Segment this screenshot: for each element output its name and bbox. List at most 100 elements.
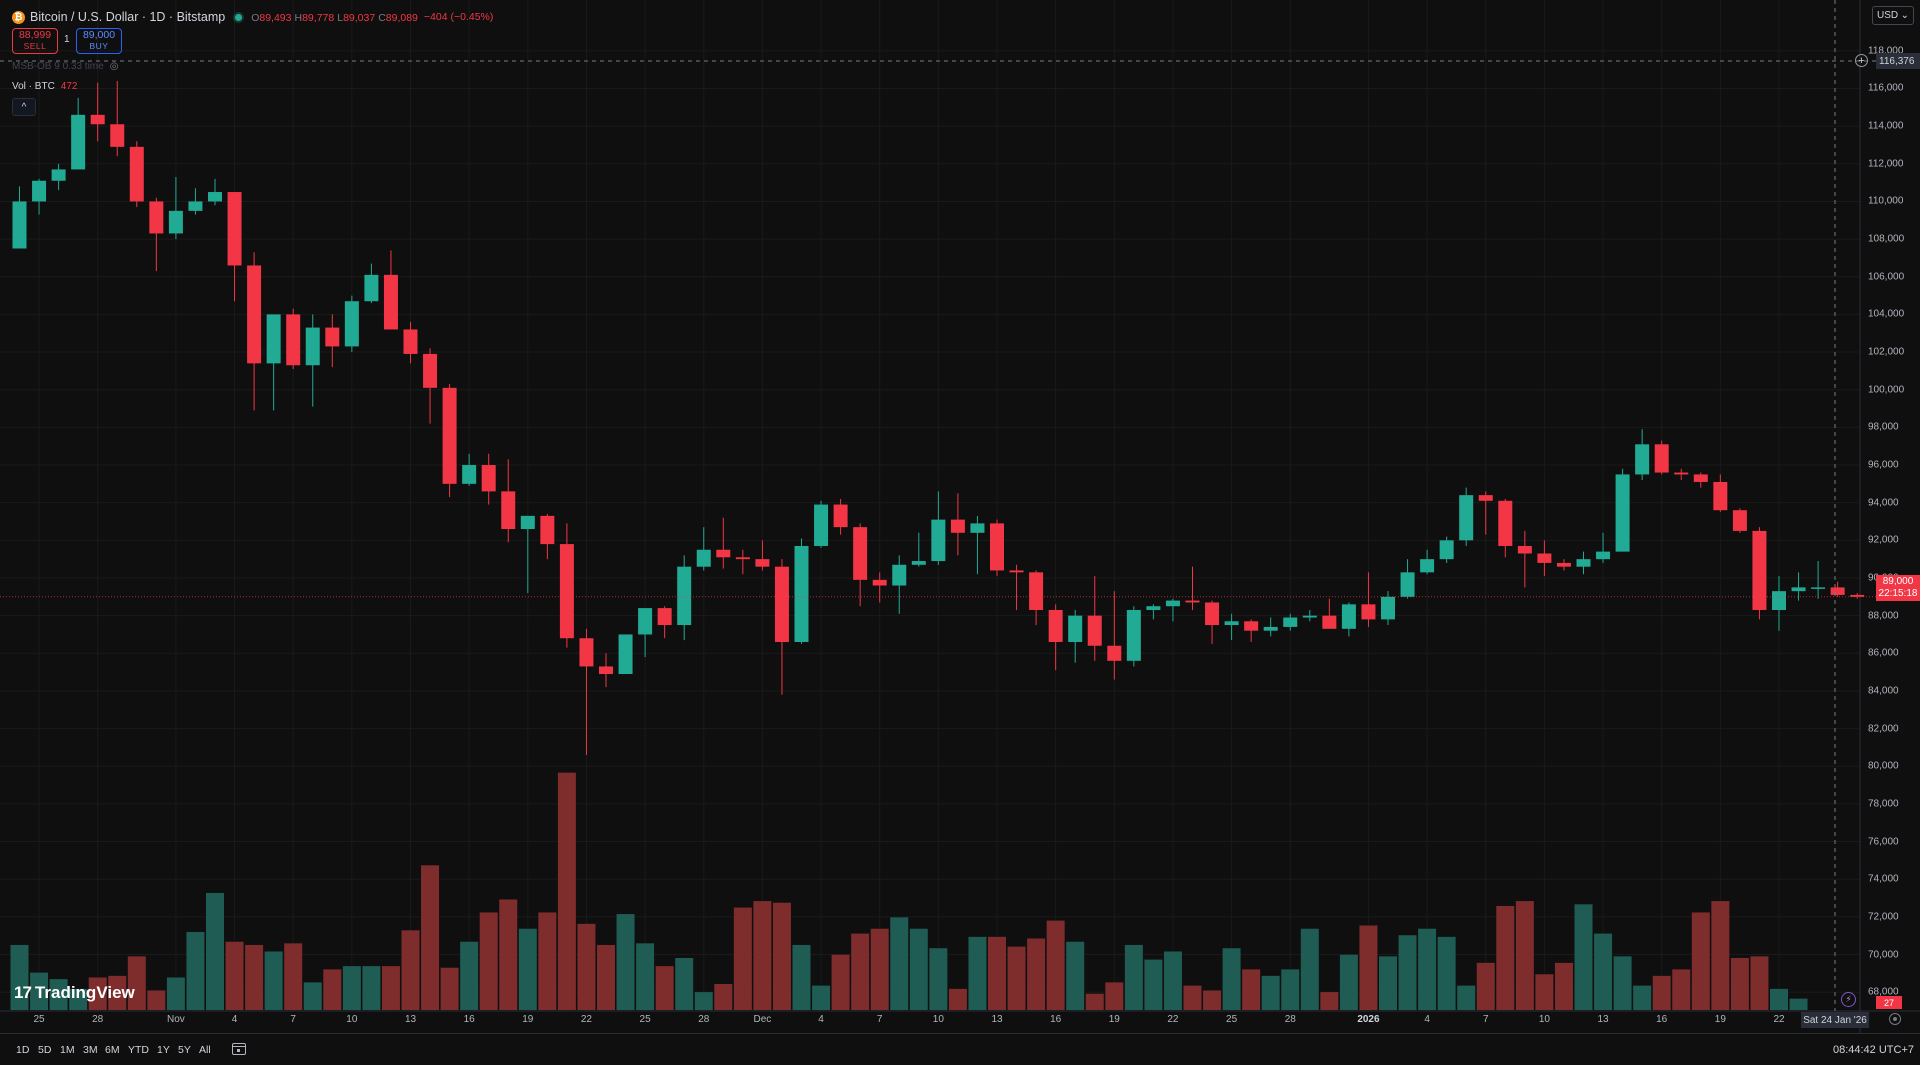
time-tick-label: 7 bbox=[1482, 1014, 1489, 1025]
candle bbox=[1576, 551, 1591, 575]
candle bbox=[911, 532, 926, 567]
time-tick-label: 28 bbox=[92, 1014, 104, 1025]
candle-body bbox=[1772, 591, 1786, 610]
volume-bar bbox=[988, 936, 1006, 1010]
sell-button[interactable]: 88,999 SELL bbox=[12, 28, 58, 54]
volume-bar bbox=[694, 992, 713, 1010]
currency-select[interactable]: USD ⌄ bbox=[1872, 6, 1914, 25]
time-tick-label: 19 bbox=[1714, 1014, 1726, 1025]
range-button-all[interactable]: All bbox=[199, 1044, 211, 1056]
volume-bar bbox=[597, 944, 615, 1010]
ohlc-value: 89,089 bbox=[385, 12, 418, 24]
candle-body bbox=[1361, 604, 1376, 620]
indicator-msb-ob[interactable]: MSB-OB 9 0.33 time ◎ bbox=[12, 61, 118, 72]
ohlc-key: H bbox=[294, 12, 303, 24]
candle bbox=[520, 515, 535, 594]
time-tick-label: Nov bbox=[166, 1014, 185, 1025]
time-tick-label: 10 bbox=[932, 1014, 944, 1025]
candle bbox=[1029, 570, 1044, 626]
volume-bar bbox=[1359, 925, 1378, 1010]
time-tick-label: 10 bbox=[346, 1014, 358, 1025]
range-button-3m[interactable]: 3M bbox=[83, 1044, 98, 1056]
candle bbox=[149, 197, 164, 272]
candle-body bbox=[227, 192, 242, 266]
lightning-icon[interactable]: ⚡ bbox=[1841, 992, 1856, 1007]
candle bbox=[1556, 559, 1571, 571]
volume-bar bbox=[753, 901, 772, 1010]
ohlc-value: 89,778 bbox=[302, 12, 335, 24]
candle-body bbox=[1498, 500, 1513, 546]
range-button-1d[interactable]: 1D bbox=[16, 1044, 30, 1056]
candle-body bbox=[1811, 587, 1826, 589]
candle bbox=[1615, 468, 1630, 552]
eye-off-icon[interactable]: ◎ bbox=[109, 61, 119, 72]
candle-body bbox=[442, 387, 457, 484]
spread-value: 1 bbox=[64, 34, 70, 45]
candle-body bbox=[638, 608, 653, 635]
calendar-icon[interactable] bbox=[232, 1043, 246, 1055]
volume-bar bbox=[1711, 901, 1730, 1010]
candle-body bbox=[1576, 559, 1591, 567]
candle-body bbox=[1850, 594, 1865, 597]
candle bbox=[1341, 602, 1356, 637]
range-button-5y[interactable]: 5Y bbox=[178, 1044, 191, 1056]
volume-bar bbox=[1457, 985, 1476, 1010]
volume-bar bbox=[1535, 974, 1554, 1010]
candle bbox=[638, 608, 653, 658]
symbol-title[interactable]: Bitcoin / U.S. Dollar · 1D · Bitstamp bbox=[30, 10, 226, 24]
ohlc-key: C bbox=[378, 12, 386, 24]
range-button-5d[interactable]: 5D bbox=[38, 1044, 52, 1056]
volume-last-label: 27 bbox=[1876, 996, 1902, 1009]
range-button-ytd[interactable]: YTD bbox=[128, 1044, 149, 1056]
price-tick-label: 92,000 bbox=[1868, 534, 1899, 546]
volume-bar bbox=[655, 966, 674, 1010]
candle-body bbox=[1478, 495, 1493, 501]
candle-body bbox=[462, 465, 477, 484]
candle bbox=[501, 459, 516, 543]
crosshair-price-label: 116,376 bbox=[1876, 53, 1920, 69]
volume-bar bbox=[1242, 969, 1261, 1010]
add-alert-plus-icon[interactable]: + bbox=[1855, 54, 1868, 67]
symbol-legend[interactable]: ₿ Bitcoin / U.S. Dollar · 1D · Bitstamp … bbox=[12, 9, 493, 25]
candle-body bbox=[1654, 444, 1669, 473]
collapse-legend-button[interactable]: ^ bbox=[12, 98, 36, 116]
candle-body bbox=[247, 265, 262, 364]
volume-bar bbox=[1574, 904, 1593, 1010]
candle-body bbox=[1420, 559, 1435, 573]
candle-body bbox=[1087, 615, 1102, 646]
candle-body bbox=[423, 353, 438, 388]
volume-legend[interactable]: Vol · BTC 472 bbox=[12, 81, 77, 92]
candle-body bbox=[325, 327, 340, 347]
candle bbox=[1322, 598, 1337, 629]
clock-timezone[interactable]: 08:44:42 UTC+7 bbox=[1832, 1044, 1914, 1056]
candle bbox=[1146, 604, 1161, 620]
candle-body bbox=[1752, 530, 1767, 610]
candle-body bbox=[1126, 609, 1141, 661]
candle-body bbox=[305, 327, 320, 366]
volume-bar bbox=[1124, 944, 1143, 1010]
volume-bar bbox=[1007, 946, 1026, 1010]
candle-body bbox=[970, 523, 985, 533]
candle bbox=[188, 188, 203, 215]
gear-icon[interactable] bbox=[1889, 1013, 1901, 1025]
candle-body bbox=[618, 634, 633, 674]
candle bbox=[716, 517, 731, 569]
range-button-1m[interactable]: 1M bbox=[60, 1044, 75, 1056]
candle bbox=[247, 252, 262, 411]
range-button-6m[interactable]: 6M bbox=[105, 1044, 120, 1056]
candle-body bbox=[774, 566, 789, 642]
candle bbox=[168, 176, 183, 240]
volume-bar bbox=[616, 914, 635, 1010]
candle bbox=[305, 314, 320, 407]
price-tick-label: 82,000 bbox=[1868, 723, 1899, 735]
tradingview-mark-icon: 17 bbox=[14, 983, 32, 1002]
price-tick-label: 104,000 bbox=[1868, 308, 1905, 320]
sell-price: 88,999 bbox=[18, 29, 52, 41]
volume-bar bbox=[1379, 956, 1397, 1010]
tradingview-logo[interactable]: 17 TradingView bbox=[14, 983, 135, 1003]
candle-body bbox=[32, 180, 47, 202]
buy-price: 89,000 bbox=[82, 29, 116, 41]
range-button-1y[interactable]: 1Y bbox=[157, 1044, 170, 1056]
buy-button[interactable]: 89,000 BUY bbox=[76, 28, 122, 54]
